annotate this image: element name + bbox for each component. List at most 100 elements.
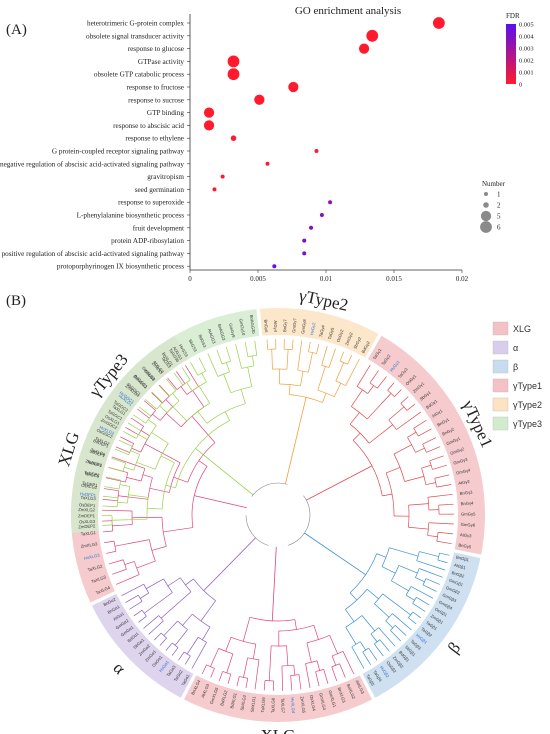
tree-branch — [227, 674, 232, 684]
x-axis: 0 0.005 0.01 0.015 0.02 — [187, 14, 469, 283]
tree-branch — [349, 592, 358, 601]
tree-branch — [366, 589, 379, 600]
tree-branch — [368, 424, 393, 444]
tree-branch — [160, 632, 167, 639]
tree-branch — [140, 592, 149, 599]
tree-branch — [434, 474, 450, 479]
tree-branch — [165, 399, 174, 407]
leaf-label: BdXLG2 — [219, 689, 228, 706]
leaf-label: HvXLG2 — [99, 424, 116, 436]
tree-branch — [148, 419, 157, 426]
tree-branch — [436, 532, 439, 542]
leaf-label: SbXLG2 — [239, 694, 247, 711]
tree-branch — [408, 503, 429, 506]
tree-branch — [393, 453, 405, 482]
tree-branch — [172, 393, 180, 402]
tree-branch — [439, 552, 450, 556]
tree-branch — [407, 437, 416, 453]
tree-branch — [118, 480, 122, 490]
data-point — [302, 251, 307, 256]
tree-branch — [308, 341, 311, 352]
leaf-label: BnGα1 — [107, 604, 121, 615]
tree-branch — [362, 651, 371, 665]
tree-branch — [413, 419, 427, 429]
leaf-label: BnXLG2 — [346, 683, 357, 700]
size-legend-title: Number — [482, 180, 506, 188]
tree-branch — [422, 443, 427, 453]
tree-branch — [298, 674, 302, 690]
category-label: GTP binding — [147, 109, 184, 117]
tree-branch — [361, 615, 376, 632]
fdr-tick-label: 0.001 — [519, 69, 534, 76]
leaf-label: GmGβ1 — [448, 577, 464, 587]
tree-branch — [306, 642, 312, 663]
tree-branch — [184, 655, 191, 665]
tree-branch — [180, 386, 188, 395]
tree-branch — [426, 446, 441, 453]
tree-branch — [130, 417, 144, 427]
clade-legend-swatch — [492, 416, 509, 431]
phylogenetic-tree: TaXLG4TaXLG3TaXLG2HvXLG3ZmXLG3TaXLG1OsXL… — [54, 286, 496, 734]
tree-branch — [335, 380, 346, 386]
leaf-label: GmGγ10 — [238, 318, 246, 336]
tree-branch — [243, 657, 248, 678]
leaf-label: HvGβ2 — [379, 665, 391, 679]
tree-branch — [118, 495, 148, 500]
tree-branch — [193, 578, 216, 601]
tree-branch — [382, 593, 411, 616]
tree-branch — [145, 399, 157, 410]
clade-ring-gType3 — [71, 309, 260, 534]
clade-ring-gType1 — [368, 335, 485, 555]
leaf-label: GmXLG5 — [209, 686, 220, 705]
category-label: G protein-coupled receptor signaling pat… — [52, 148, 185, 156]
tree-branch — [174, 629, 188, 646]
tree-branch — [427, 493, 453, 498]
tree-branch — [191, 642, 207, 669]
tree-branch — [120, 436, 134, 444]
tree-branch — [329, 635, 338, 654]
clade-legend-swatch — [492, 378, 509, 393]
tree-branch — [119, 484, 130, 487]
category-label: seed germination — [135, 186, 185, 194]
tree-branch — [427, 535, 438, 538]
leaf-label: BnGγ1 — [436, 417, 450, 428]
tree-branch — [112, 518, 148, 521]
leaf-label: GmGβ4 — [438, 599, 454, 611]
leaf-label: AtGγ1 — [431, 408, 444, 419]
tree-branch — [126, 477, 142, 482]
tree-branch — [167, 377, 178, 390]
data-point — [212, 187, 217, 192]
size-legend-label: 5 — [497, 213, 501, 221]
tree-branch — [165, 484, 176, 489]
leaf-label: BdGγ1 — [425, 398, 439, 410]
leaf-label: BnGγ2 — [441, 426, 455, 436]
tree-branch — [322, 393, 327, 403]
tree-branch — [151, 546, 167, 551]
tree-branch — [102, 505, 118, 508]
tree-branch — [216, 349, 223, 365]
data-point — [203, 107, 215, 118]
tree-branch — [128, 494, 149, 498]
tree-branch — [347, 355, 353, 365]
tree-branch — [393, 444, 412, 455]
tree-branch — [122, 431, 137, 439]
tree-branch — [217, 371, 230, 377]
tree-branch — [108, 467, 124, 472]
category-label: response to abscisic acid — [113, 122, 184, 130]
chart-title: GO enrichment analysis — [295, 5, 401, 17]
tree-branch — [381, 547, 390, 567]
tree-branch — [432, 464, 447, 470]
tree-branch — [366, 393, 392, 420]
leaf-label: GmGγ5 — [461, 511, 476, 516]
size-legend-dot — [480, 221, 492, 233]
tree-branch — [437, 552, 440, 561]
tree-branch — [168, 390, 177, 397]
data-point — [302, 238, 307, 243]
tree-branch — [145, 415, 152, 424]
leaf-label: TaXLG5 — [84, 471, 101, 479]
tree-branch — [304, 532, 366, 576]
tree-branch — [342, 651, 355, 675]
tree-branch — [408, 611, 414, 618]
tree-branch — [378, 627, 396, 647]
category-label: response to sucrose — [128, 96, 184, 104]
